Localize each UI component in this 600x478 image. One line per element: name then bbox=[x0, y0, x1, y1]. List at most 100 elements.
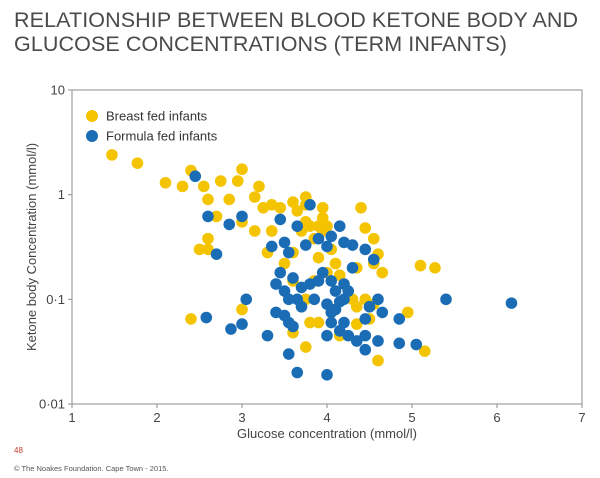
data-point bbox=[367, 253, 380, 266]
data-point bbox=[185, 313, 197, 325]
data-point bbox=[274, 201, 287, 214]
data-point bbox=[312, 251, 325, 264]
x-tick-label: 5 bbox=[408, 410, 415, 425]
x-tick-label: 3 bbox=[238, 410, 245, 425]
data-point bbox=[265, 225, 278, 237]
data-point bbox=[414, 259, 427, 272]
data-point bbox=[231, 175, 244, 187]
y-tick-label: 1 bbox=[58, 187, 65, 202]
data-point bbox=[304, 220, 316, 232]
data-point bbox=[346, 262, 359, 274]
data-point bbox=[410, 338, 423, 351]
data-point bbox=[278, 236, 291, 249]
data-point bbox=[176, 180, 189, 193]
data-point bbox=[321, 329, 333, 342]
data-point bbox=[372, 293, 384, 306]
data-point bbox=[189, 170, 202, 183]
data-point bbox=[197, 180, 210, 193]
x-tick-label: 7 bbox=[578, 410, 585, 425]
data-point bbox=[505, 297, 518, 309]
data-point bbox=[236, 303, 248, 316]
x-tick-label: 2 bbox=[153, 410, 160, 425]
data-points bbox=[106, 149, 518, 381]
data-point bbox=[359, 343, 372, 356]
x-tick-label: 4 bbox=[323, 410, 330, 425]
data-point bbox=[338, 316, 350, 329]
data-point bbox=[329, 257, 342, 270]
data-point bbox=[131, 157, 144, 169]
copyright-notice: © The Noakes Foundation. Cape Town - 201… bbox=[14, 464, 169, 473]
data-point bbox=[270, 278, 282, 290]
y-tick-label: 10 bbox=[51, 83, 65, 98]
data-point bbox=[223, 193, 236, 206]
x-axis-label: Glucose concentration (mmol/l) bbox=[237, 426, 417, 441]
data-point bbox=[159, 176, 172, 189]
data-point bbox=[287, 320, 299, 333]
data-point bbox=[359, 329, 372, 342]
data-point bbox=[333, 269, 346, 282]
y-axis-label: Ketone body Concentration (mmol/l) bbox=[24, 143, 39, 351]
chart-title-line-1: RELATIONSHIP BETWEEN BLOOD KETONE BODY A… bbox=[14, 8, 579, 32]
data-point bbox=[429, 262, 441, 274]
data-point bbox=[350, 318, 363, 330]
x-tick-label: 1 bbox=[68, 410, 75, 425]
data-point bbox=[287, 196, 299, 208]
axis-ticks: 1 2 3 4 5 6 7 10 1 0·1 0·01 bbox=[39, 83, 586, 426]
data-point bbox=[202, 232, 214, 245]
data-point bbox=[312, 232, 325, 245]
data-point bbox=[299, 239, 312, 251]
data-point bbox=[274, 266, 287, 279]
data-point bbox=[316, 201, 329, 214]
data-point bbox=[291, 205, 304, 217]
data-point bbox=[359, 243, 372, 256]
data-point bbox=[265, 240, 278, 253]
data-point bbox=[210, 248, 223, 260]
data-point bbox=[350, 300, 363, 313]
data-point bbox=[240, 293, 253, 306]
series-formula-fed bbox=[189, 170, 518, 381]
data-point bbox=[236, 318, 248, 330]
data-point bbox=[291, 220, 304, 232]
legend-label: Breast fed infants bbox=[106, 109, 208, 124]
data-point bbox=[223, 218, 236, 231]
data-point bbox=[376, 266, 389, 279]
data-point bbox=[308, 293, 321, 306]
data-point bbox=[248, 191, 261, 203]
data-point bbox=[253, 180, 265, 193]
data-point bbox=[325, 316, 338, 329]
data-point bbox=[333, 220, 346, 232]
data-point bbox=[299, 341, 312, 353]
y-tick-label: 0·1 bbox=[46, 292, 65, 307]
data-point bbox=[321, 220, 333, 232]
data-point bbox=[202, 193, 214, 206]
data-point bbox=[202, 210, 214, 223]
data-point bbox=[376, 306, 389, 319]
data-point bbox=[372, 335, 384, 347]
data-point bbox=[295, 300, 308, 313]
chart-title-line-2: GLUCOSE CONCENTRATIONS (TERM INFANTS) bbox=[14, 32, 508, 56]
data-point bbox=[401, 306, 414, 319]
data-point bbox=[202, 243, 214, 256]
data-point bbox=[291, 366, 304, 379]
data-point bbox=[282, 348, 295, 360]
y-tick-label: 0·01 bbox=[39, 397, 65, 412]
data-point bbox=[325, 230, 338, 243]
data-point bbox=[350, 335, 363, 347]
data-point bbox=[359, 313, 372, 325]
legend-label: Formula fed infants bbox=[106, 129, 218, 144]
data-point bbox=[440, 293, 452, 306]
data-point bbox=[210, 210, 223, 223]
data-point bbox=[312, 316, 325, 329]
legend: Breast fed infants Formula fed infants bbox=[86, 109, 218, 144]
chart-title: RELATIONSHIP BETWEEN BLOOD KETONE BODY A… bbox=[14, 8, 594, 56]
data-point bbox=[236, 163, 248, 176]
data-point bbox=[236, 210, 248, 223]
data-point bbox=[282, 293, 295, 306]
data-point bbox=[325, 275, 338, 287]
data-point bbox=[321, 240, 333, 253]
data-point bbox=[316, 266, 329, 279]
data-point bbox=[248, 225, 261, 237]
data-point bbox=[359, 222, 372, 234]
data-point bbox=[329, 285, 342, 297]
data-point bbox=[393, 337, 406, 350]
